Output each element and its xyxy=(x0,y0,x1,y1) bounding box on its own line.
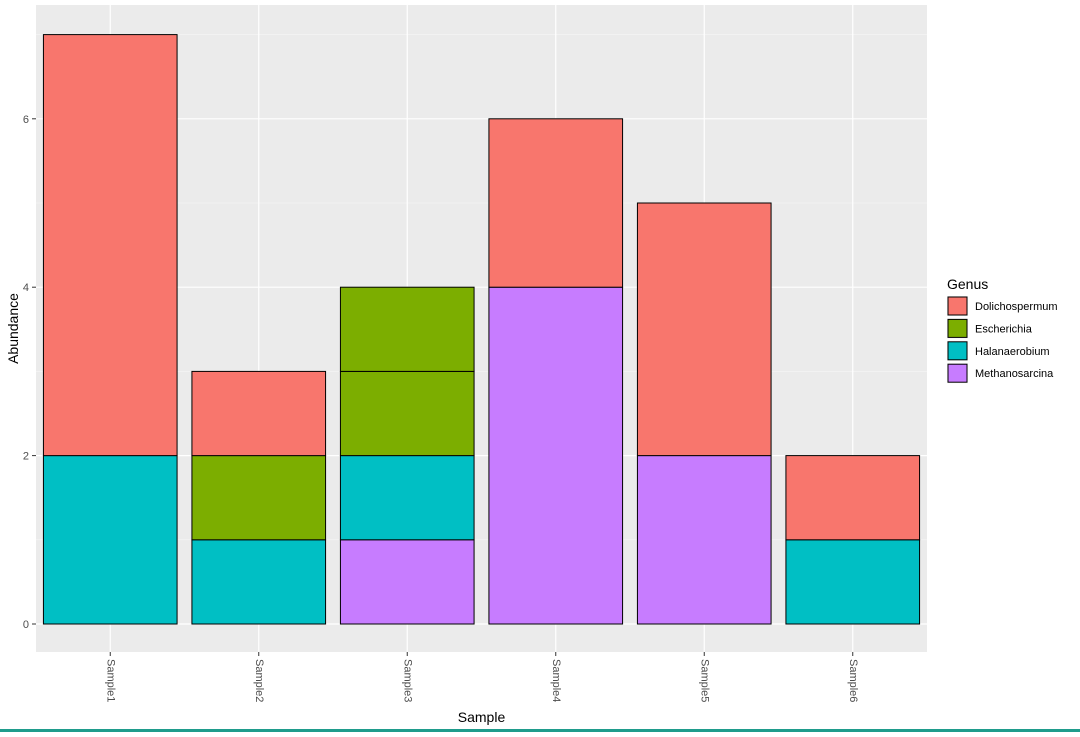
window-bottom-border xyxy=(0,729,1080,732)
bar-segment-sample3-halanaerobium xyxy=(339,455,475,541)
y-axis-title: Abundance xyxy=(5,293,21,364)
bar-segment-sample1-dolichospermum xyxy=(42,34,178,457)
legend-label: Methanosarcina xyxy=(975,368,1054,380)
x-axis-title: Sample xyxy=(458,709,506,725)
legend-title: Genus xyxy=(947,276,988,292)
legend-label: Escherichia xyxy=(975,323,1033,335)
bar-segment-sample6-halanaerobium xyxy=(785,539,921,625)
legend-key-dolichospermum xyxy=(947,296,968,316)
x-tick-label: Sample1 xyxy=(104,659,116,702)
x-tick-label: Sample4 xyxy=(550,659,562,702)
legend-label: Halanaerobium xyxy=(975,346,1050,358)
bar-segment-sample1-halanaerobium xyxy=(42,455,178,625)
bar-segment-sample3-escherichia xyxy=(339,370,475,457)
y-tick-label: 2 xyxy=(23,451,29,463)
y-tick-label: 4 xyxy=(23,282,29,294)
x-tick-label: Sample6 xyxy=(847,659,859,702)
bar-segment-sample2-dolichospermum xyxy=(191,370,327,457)
bar-segment-sample2-halanaerobium xyxy=(191,539,327,625)
plot-panel xyxy=(36,5,927,652)
bar-segment-sample6-dolichospermum xyxy=(785,455,921,541)
x-tick-label: Sample2 xyxy=(253,659,265,702)
legend-key-methanosarcina xyxy=(947,363,968,383)
bar-segment-sample5-dolichospermum xyxy=(636,202,772,457)
y-tick-label: 0 xyxy=(23,619,29,631)
y-tick-label: 6 xyxy=(23,114,29,126)
x-tick-label: Sample5 xyxy=(698,659,710,702)
legend-label: Dolichospermum xyxy=(975,301,1058,313)
bar-segment-sample2-escherichia xyxy=(191,455,327,541)
bar-segment-sample5-methanosarcina xyxy=(636,455,772,625)
bar-segment-sample3-escherichia xyxy=(339,286,475,372)
bar-segment-sample4-dolichospermum xyxy=(488,118,624,288)
bar-segment-sample3-methanosarcina xyxy=(339,539,475,625)
legend-key-escherichia xyxy=(947,318,968,338)
x-tick-label: Sample3 xyxy=(401,659,413,702)
legend-key-halanaerobium xyxy=(947,341,968,361)
bar-segment-sample4-methanosarcina xyxy=(488,286,624,625)
